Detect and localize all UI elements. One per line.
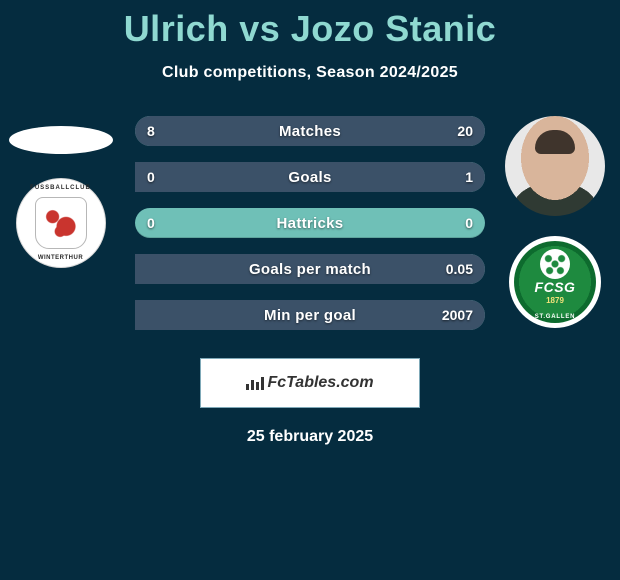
stat-fill-right	[235, 116, 485, 146]
stat-bar: 0 Hattricks 0	[135, 208, 485, 238]
comparison-content: FUSSBALLCLUB WINTERTHUR FCSG 1879 ST.GAL…	[0, 116, 620, 446]
watermark-text: FcTables.com	[267, 374, 373, 392]
subtitle: Club competitions, Season 2024/2025	[0, 64, 620, 82]
stat-value-right: 20	[457, 123, 473, 139]
stat-value-right: 0.05	[446, 261, 473, 277]
stat-value-left: 0	[147, 215, 155, 231]
stat-value-left: 0	[147, 169, 155, 185]
stat-value-right: 2007	[442, 307, 473, 323]
stat-bar: Min per goal 2007	[135, 300, 485, 330]
stat-value-right: 1	[465, 169, 473, 185]
stat-label: Hattricks	[277, 215, 344, 232]
stat-bar: 8 Matches 20	[135, 116, 485, 146]
left-club-top-text: FUSSBALLCLUB	[30, 185, 91, 191]
stat-bars: 8 Matches 20 0 Goals 1 0 Hattricks 0 Goals per ma…	[135, 116, 485, 330]
watermark-box: FcTables.com	[200, 358, 420, 408]
stat-label: Goals	[288, 169, 331, 186]
right-player-avatar	[505, 116, 605, 216]
stat-label: Goals per match	[249, 261, 371, 278]
bar-chart-icon	[246, 376, 264, 390]
left-player-stack: FUSSBALLCLUB WINTERTHUR	[8, 116, 113, 268]
stat-bar: Goals per match 0.05	[135, 254, 485, 284]
shield-icon	[35, 197, 87, 249]
left-club-badge: FUSSBALLCLUB WINTERTHUR	[16, 178, 106, 268]
right-club-ring: ST.GALLEN	[535, 314, 576, 320]
right-club-code: FCSG	[535, 279, 576, 295]
left-club-bottom-text: WINTERTHUR	[38, 255, 83, 261]
right-club-year: 1879	[546, 296, 564, 305]
stat-label: Matches	[279, 123, 341, 140]
stat-value-left: 8	[147, 123, 155, 139]
page-title: Ulrich vs Jozo Stanic	[0, 0, 620, 50]
ball-icon	[540, 249, 570, 279]
right-player-stack: FCSG 1879 ST.GALLEN	[500, 116, 610, 328]
stat-label: Min per goal	[264, 307, 356, 324]
stat-bar: 0 Goals 1	[135, 162, 485, 192]
comparison-date: 25 february 2025	[0, 428, 620, 446]
stat-value-right: 0	[465, 215, 473, 231]
right-club-badge: FCSG 1879 ST.GALLEN	[509, 236, 601, 328]
left-player-avatar	[9, 126, 113, 154]
